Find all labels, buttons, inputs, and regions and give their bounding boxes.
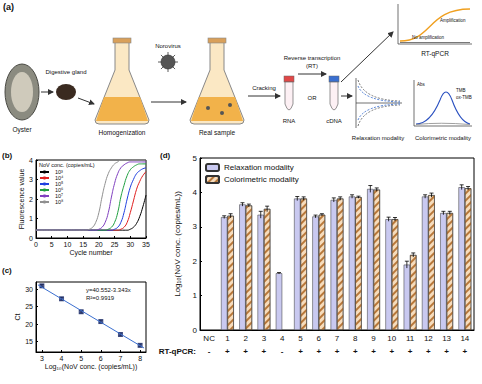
svg-text:Fluorescence value: Fluorescence value [18,169,25,230]
svg-text:7: 7 [335,334,340,343]
svg-text:Log₁₀(NoV conc. (copies/mL)): Log₁₀(NoV conc. (copies/mL)) [173,191,182,297]
svg-text:Cycle number: Cycle number [69,249,113,257]
svg-text:1: 1 [225,334,230,343]
svg-text:4: 4 [193,188,198,197]
svg-text:cDNA: cDNA [326,118,342,124]
svg-text:RT-qPCR: RT-qPCR [421,50,449,58]
svg-text:Reverse transcription: Reverse transcription [284,55,341,61]
svg-text:8: 8 [138,355,142,362]
svg-text:0: 0 [193,326,198,335]
svg-text:10: 10 [387,334,396,343]
svg-text:+: + [335,347,340,356]
svg-text:14: 14 [460,334,469,343]
svg-text:(b): (b) [2,151,13,160]
svg-text:30: 30 [25,286,33,293]
svg-text:TMB: TMB [456,88,466,93]
svg-text:+: + [463,347,468,356]
svg-text:5: 5 [79,355,83,362]
svg-text:1: 1 [193,291,198,300]
svg-text:10⁸: 10⁸ [55,199,63,205]
svg-text:Oyster: Oyster [12,126,32,134]
svg-text:3: 3 [40,355,44,362]
svg-text:15: 15 [79,241,87,248]
svg-text:+: + [316,347,321,356]
svg-text:10⁷: 10⁷ [55,193,64,199]
svg-text:2: 2 [193,257,198,266]
svg-text:-: - [208,347,211,356]
svg-text:+: + [408,347,413,356]
svg-text:10³: 10³ [55,169,63,175]
svg-text:R²=0.9919: R²=0.9919 [86,295,115,301]
svg-text:11: 11 [406,334,415,343]
svg-text:0: 0 [29,235,33,242]
svg-text:0: 0 [34,241,38,248]
svg-text:(a): (a) [3,2,14,12]
svg-text:NoV conc. (copies/mL): NoV conc. (copies/mL) [39,162,95,168]
svg-text:No amplification: No amplification [412,35,445,40]
svg-text:5: 5 [193,154,198,163]
svg-text:7: 7 [119,355,123,362]
svg-text:10⁶: 10⁶ [55,187,64,193]
svg-text:-: - [281,347,284,356]
svg-text:6: 6 [317,334,322,343]
svg-text:10⁴: 10⁴ [55,175,64,181]
svg-text:Homogenization: Homogenization [99,129,146,137]
svg-text:4: 4 [60,355,64,362]
svg-text:+: + [371,347,376,356]
svg-text:+: + [298,347,303,356]
svg-text:RT-qPCR:: RT-qPCR: [159,347,196,356]
svg-text:Colorimetric modality: Colorimetric modality [224,175,299,184]
svg-text:+: + [444,347,449,356]
svg-text:+: + [389,347,394,356]
svg-text:9: 9 [371,334,376,343]
svg-text:RNA: RNA [283,118,296,124]
svg-text:3: 3 [29,176,33,183]
svg-text:Norovirus: Norovirus [155,43,181,49]
svg-text:12: 12 [424,334,433,343]
svg-text:15: 15 [25,338,33,345]
svg-text:2: 2 [29,196,33,203]
svg-text:NC: NC [203,334,215,343]
svg-text:+: + [243,347,248,356]
svg-text:8: 8 [353,334,358,343]
svg-text:Cracking: Cracking [252,85,276,91]
svg-text:Abs: Abs [417,82,426,87]
svg-text:4: 4 [280,334,285,343]
svg-text:Colorimetric modality: Colorimetric modality [415,135,471,141]
svg-text:OR: OR [308,95,318,101]
svg-text:Relaxation modality: Relaxation modality [352,135,404,141]
svg-text:3: 3 [262,334,267,343]
svg-text:20: 20 [25,321,33,328]
svg-text:(c): (c) [2,266,12,275]
svg-text:6: 6 [99,355,103,362]
svg-text:25: 25 [111,241,119,248]
svg-text:5: 5 [50,241,54,248]
svg-text:2: 2 [243,334,248,343]
svg-text:1: 1 [29,215,33,222]
svg-text:10⁵: 10⁵ [55,181,64,187]
svg-text:Ct: Ct [14,313,21,320]
svg-text:20: 20 [95,241,103,248]
svg-text:13: 13 [442,334,451,343]
svg-text:(d): (d) [160,151,171,160]
svg-text:+: + [426,347,431,356]
svg-text:ox-TMB: ox-TMB [456,95,472,100]
svg-text:Real sample: Real sample [199,129,236,137]
svg-text:+: + [225,347,230,356]
svg-text:Relaxation modality: Relaxation modality [224,163,294,172]
svg-text:4: 4 [29,157,33,164]
svg-text:25: 25 [25,303,33,310]
svg-text:+: + [353,347,358,356]
svg-text:+: + [262,347,267,356]
svg-text:3: 3 [193,222,198,231]
svg-text:(RT): (RT) [306,63,318,69]
svg-text:5: 5 [298,334,303,343]
svg-text:10: 10 [64,241,72,248]
svg-text:30: 30 [126,241,134,248]
svg-text:Log₁₀(NoV conc. (copies/mL)): Log₁₀(NoV conc. (copies/mL)) [45,363,137,371]
svg-text:Digestive gland: Digestive gland [45,69,86,75]
svg-text:Amplification: Amplification [440,18,466,23]
svg-text:y=40.552-3.343x: y=40.552-3.343x [86,287,131,293]
svg-text:35: 35 [142,241,150,248]
